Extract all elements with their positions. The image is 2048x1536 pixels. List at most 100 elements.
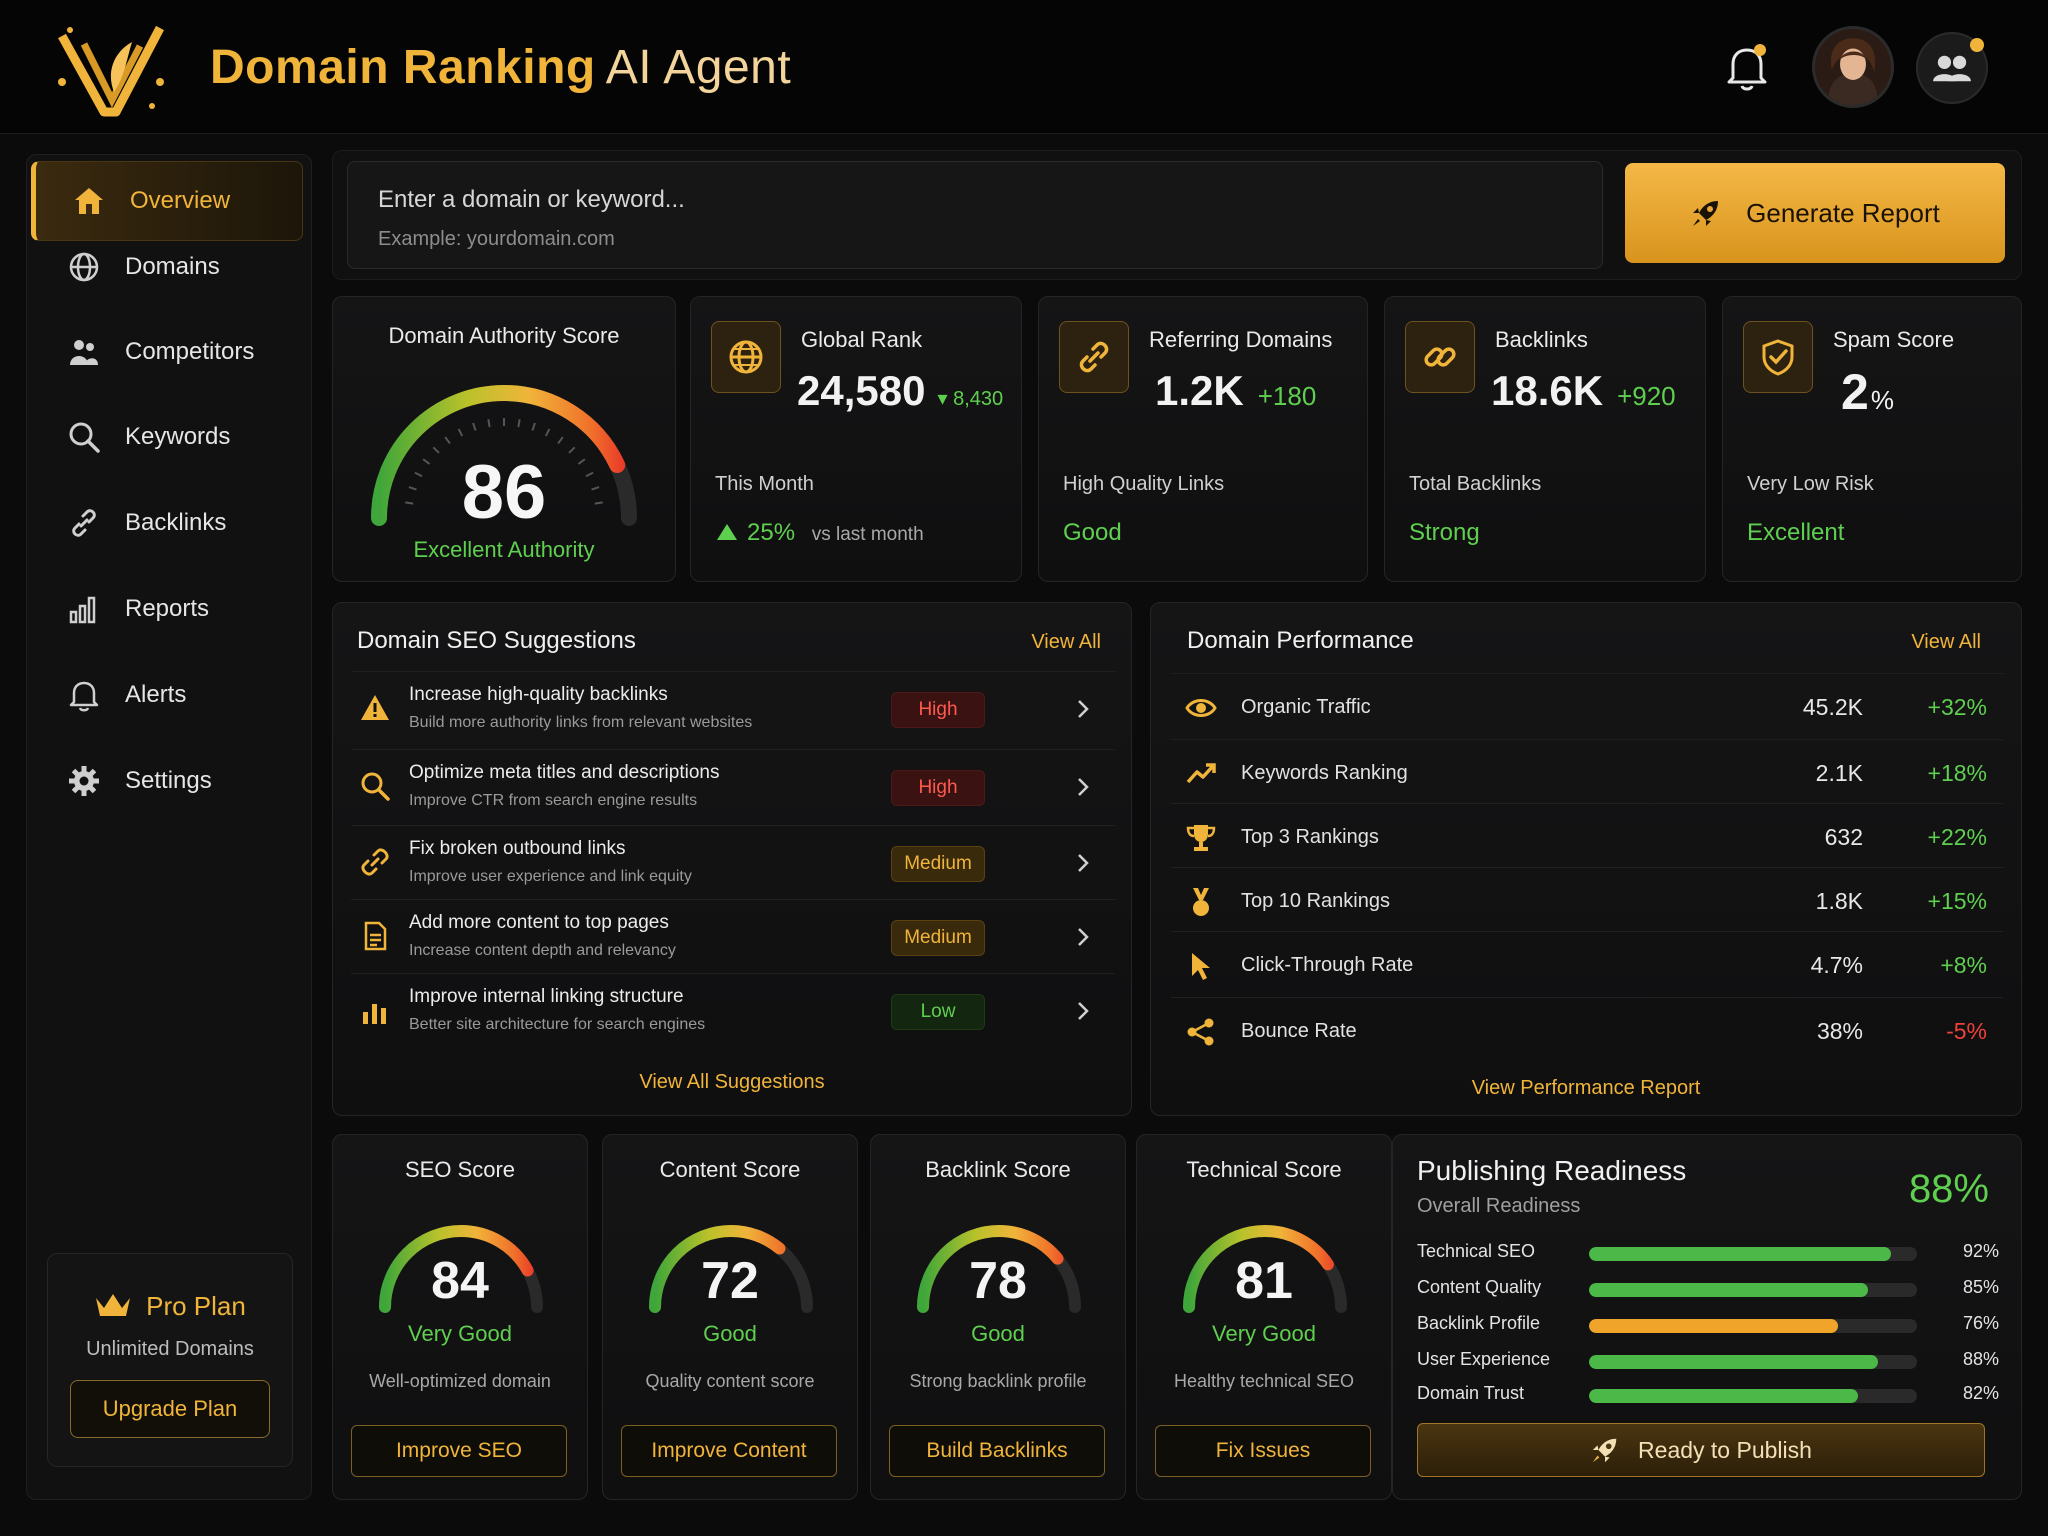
sidebar-item-backlinks[interactable]: Backlinks: [31, 483, 303, 563]
score-gauge: [379, 1225, 543, 1313]
spam-score-status: Excellent: [1747, 519, 1845, 546]
readiness-bar-track: [1589, 1283, 1917, 1297]
globe-icon: [729, 340, 763, 374]
performance-metric-name: Bounce Rate: [1241, 1020, 1357, 1042]
authority-score: 86: [461, 450, 547, 535]
sidebar-item-label: Keywords: [125, 423, 231, 450]
fix-issues-button[interactable]: Fix Issues: [1155, 1425, 1371, 1477]
score-rating: Good: [971, 1321, 1025, 1346]
user-avatar[interactable]: [1812, 26, 1894, 108]
score-gauge: [649, 1225, 813, 1313]
sidebar-item-reports[interactable]: Reports: [31, 569, 303, 649]
spam-score-number: 2: [1841, 364, 1869, 420]
ready-to-publish-button[interactable]: Ready to Publish: [1417, 1423, 1985, 1477]
sidebar-item-competitors[interactable]: Competitors: [31, 312, 303, 392]
app-title: Domain Ranking AI Agent: [210, 40, 791, 95]
performance-view-all-link[interactable]: View All: [1911, 631, 1981, 653]
global-rank-delta: ▾ 8,430: [937, 388, 1004, 410]
suggestion-row[interactable]: Improve internal linking structure Bette…: [351, 973, 1115, 1047]
view-all-suggestions-link[interactable]: View All Suggestions: [639, 1071, 825, 1093]
referring-domains-delta: +180: [1257, 381, 1317, 411]
performance-row: Click-Through Rate 4.7% +8%: [1171, 931, 2003, 997]
improve-seo-button[interactable]: Improve SEO: [351, 1425, 567, 1477]
suggestion-desc: Build more authority links from relevant…: [409, 714, 753, 731]
pro-plan-title: Pro Plan: [48, 1290, 292, 1322]
global-rank-value: 24,580 ▾ 8,430: [797, 367, 1003, 415]
gauge-tick: [487, 419, 491, 428]
backlinks-value: 18.6K +920: [1491, 367, 1676, 415]
warning-icon: [361, 695, 389, 720]
suggestion-desc: Improve CTR from search engine results: [409, 792, 698, 809]
publishing-subtitle: Overall Readiness: [1417, 1195, 1581, 1217]
performance-row: Keywords Ranking 2.1K +18%: [1171, 739, 2003, 805]
readiness-bar-track: [1589, 1355, 1917, 1369]
score-gauge: [1183, 1225, 1347, 1313]
notifications-button[interactable]: [1724, 42, 1770, 92]
cursor-icon: [1192, 953, 1210, 980]
spam-score-unit: %: [1870, 385, 1894, 415]
triangle-up-icon: [717, 524, 737, 540]
rocket-icon: [1693, 201, 1719, 226]
seo-score-card: SEO Score 84 Very Good Well-optimized do…: [332, 1134, 588, 1500]
performance-metric-name: Top 10 Rankings: [1241, 890, 1390, 912]
sidebar: Overview Domains Competitors Keywords Ba…: [26, 154, 312, 1500]
publishing-readiness-panel: Publishing Readiness Overall Readiness 8…: [1392, 1134, 2022, 1500]
global-rank-trend-pct: 25%: [747, 519, 796, 546]
priority-badge: Medium: [891, 846, 985, 882]
suggestion-row[interactable]: Optimize meta titles and descriptions Im…: [351, 749, 1115, 823]
view-performance-report-link[interactable]: View Performance Report: [1471, 1077, 1701, 1099]
suggestion-title: Increase high-quality backlinks: [409, 684, 668, 705]
performance-metric-value: 38%: [1816, 1018, 1863, 1044]
sidebar-item-domains[interactable]: Domains: [31, 227, 303, 307]
score-description: Healthy technical SEO: [1173, 1371, 1355, 1391]
gauge-tick: [591, 486, 600, 491]
generate-report-button[interactable]: Generate Report: [1625, 163, 2005, 263]
readiness-bar-label: Backlink Profile: [1417, 1313, 1541, 1333]
app-title-sub: AI Agent: [605, 41, 792, 94]
share-icon: [1187, 1018, 1214, 1046]
technical-score-card: Technical Score 81 Very Good Healthy tec…: [1136, 1134, 1392, 1500]
team-dot: [1970, 38, 1984, 52]
build-backlinks-button[interactable]: Build Backlinks: [889, 1425, 1105, 1477]
seo-suggestions-panel: Domain SEO Suggestions View All Increase…: [332, 602, 1132, 1116]
gauge-tick: [405, 501, 414, 505]
chevron-right-icon: [1078, 928, 1089, 946]
global-rank-card: Global Rank 24,580 ▾ 8,430 This Month 25%…: [690, 296, 1022, 582]
sidebar-item-overview[interactable]: Overview: [31, 161, 303, 241]
gauge-tick: [568, 446, 576, 454]
score-description: Quality content score: [645, 1371, 815, 1391]
bar-chart-icon: [363, 1004, 386, 1024]
backlinks-label: Total Backlinks: [1409, 473, 1542, 495]
suggestion-row[interactable]: Increase high-quality backlinks Build mo…: [351, 671, 1115, 745]
sidebar-item-alerts[interactable]: Alerts: [31, 655, 303, 735]
performance-metric-value: 45.2K: [1802, 694, 1863, 720]
suggestion-row[interactable]: Fix broken outbound links Improve user e…: [351, 825, 1115, 899]
readiness-bar-row: User Experience 88%: [1417, 1345, 2007, 1375]
score-title: Content Score: [659, 1157, 801, 1182]
improve-content-button[interactable]: Improve Content: [621, 1425, 837, 1477]
referring-domains-number: 1.2K: [1155, 367, 1244, 414]
link-icon: [1079, 341, 1109, 373]
sidebar-item-settings[interactable]: Settings: [31, 741, 303, 821]
backlinks-status: Strong: [1409, 519, 1480, 546]
suggestion-row[interactable]: Add more content to top pages Increase c…: [351, 899, 1115, 973]
readiness-bar-label: Domain Trust: [1417, 1383, 1525, 1403]
score-value: 78: [969, 1252, 1027, 1310]
suggestion-title: Fix broken outbound links: [409, 838, 626, 859]
readiness-bar-pct: 82%: [1962, 1383, 1999, 1403]
upgrade-plan-button[interactable]: Upgrade Plan: [70, 1380, 270, 1438]
score-title: Technical Score: [1186, 1157, 1342, 1182]
suggestions-view-all-link[interactable]: View All: [1031, 631, 1101, 653]
readiness-bar-pct: 92%: [1962, 1241, 1999, 1261]
suggestion-title: Improve internal linking structure: [409, 986, 684, 1007]
globe-icon: [69, 252, 99, 282]
chevron-right-icon: [1078, 1002, 1089, 1020]
authority-gauge: [371, 385, 637, 526]
team-button[interactable]: [1916, 32, 1988, 104]
global-rank-trend-text: vs last month: [811, 524, 924, 545]
sidebar-item-keywords[interactable]: Keywords: [31, 397, 303, 477]
search-input[interactable]: Enter a domain or keyword... Example: yo…: [347, 161, 1603, 269]
score-gauge-arc: [1183, 1225, 1347, 1313]
spam-score-title: Spam Score: [1833, 327, 1955, 352]
ready-to-publish-label: Ready to Publish: [1638, 1436, 1812, 1463]
